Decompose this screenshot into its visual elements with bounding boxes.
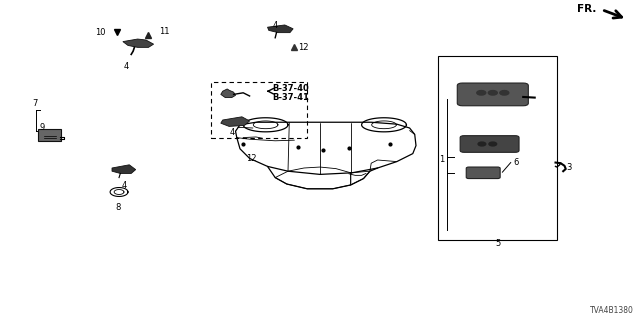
- FancyBboxPatch shape: [460, 136, 519, 152]
- Text: 4: 4: [230, 128, 235, 137]
- Polygon shape: [112, 165, 136, 173]
- FancyBboxPatch shape: [466, 167, 500, 179]
- Circle shape: [489, 142, 497, 146]
- Text: 3: 3: [566, 164, 572, 172]
- Text: 4: 4: [124, 62, 129, 71]
- Text: 12: 12: [246, 154, 257, 163]
- Circle shape: [477, 91, 486, 95]
- Circle shape: [500, 91, 509, 95]
- Text: 9: 9: [40, 124, 45, 132]
- Polygon shape: [221, 117, 250, 126]
- Text: 4: 4: [122, 181, 127, 190]
- Text: 7: 7: [33, 99, 38, 108]
- Circle shape: [478, 142, 486, 146]
- Text: 10: 10: [95, 28, 106, 37]
- Text: 11: 11: [159, 27, 169, 36]
- Bar: [211, 82, 307, 138]
- Text: 1: 1: [439, 156, 444, 164]
- Text: TVA4B1380: TVA4B1380: [589, 306, 634, 315]
- Polygon shape: [268, 25, 293, 33]
- Text: B-37-41: B-37-41: [272, 93, 309, 102]
- Text: FR.: FR.: [577, 4, 596, 14]
- Circle shape: [488, 91, 497, 95]
- FancyBboxPatch shape: [458, 83, 529, 106]
- Bar: [438, 56, 557, 240]
- Text: 12: 12: [298, 43, 308, 52]
- Text: B-37-40: B-37-40: [272, 84, 308, 93]
- Text: 6: 6: [513, 158, 518, 167]
- FancyBboxPatch shape: [38, 129, 61, 141]
- Text: 8: 8: [116, 203, 121, 212]
- Polygon shape: [221, 89, 236, 98]
- Text: 5: 5: [495, 239, 500, 248]
- Text: 4: 4: [273, 21, 278, 30]
- Polygon shape: [123, 39, 154, 47]
